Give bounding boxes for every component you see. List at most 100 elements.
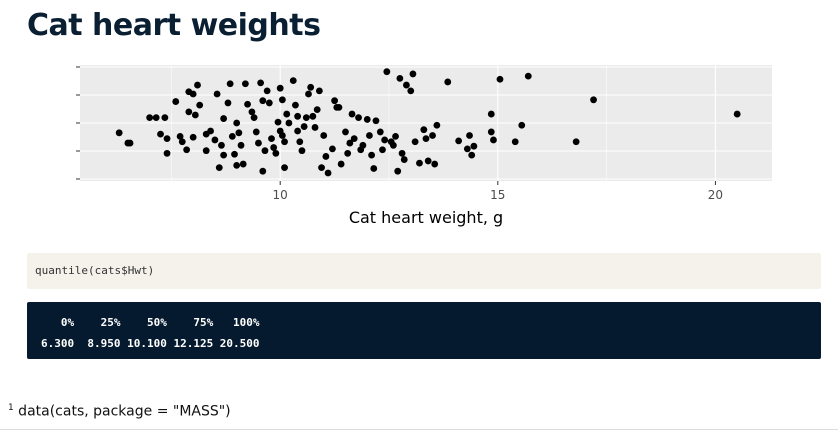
data-point	[422, 135, 430, 143]
data-point	[213, 90, 221, 98]
footnote-text: data(cats, package = "MASS")	[13, 403, 231, 420]
data-point	[276, 84, 284, 92]
output-values: 6.300 8.950 10.100 12.125 20.500	[41, 337, 267, 350]
data-point	[226, 80, 234, 88]
data-point	[233, 161, 241, 169]
data-point	[590, 96, 597, 104]
data-point	[372, 117, 380, 125]
data-point	[344, 149, 352, 157]
data-point	[220, 115, 228, 122]
data-points	[115, 68, 741, 177]
data-point	[466, 132, 473, 139]
x-tick-label: 20	[708, 188, 723, 202]
data-point	[311, 124, 319, 131]
data-point	[305, 90, 312, 98]
data-point	[235, 129, 243, 137]
data-point	[146, 114, 154, 122]
data-point	[183, 146, 191, 154]
code-input: quantile(cats$Hwt)	[35, 264, 155, 277]
data-point	[259, 97, 267, 105]
x-tick-label: 15	[490, 188, 505, 202]
scatter-plot: 10 15 20 Cat heart weight, g	[76, 65, 772, 227]
data-point	[261, 147, 269, 155]
data-point	[228, 132, 236, 140]
data-point	[431, 160, 439, 168]
data-point	[468, 151, 476, 159]
data-point	[115, 129, 123, 137]
data-point	[294, 127, 302, 135]
data-point	[346, 139, 354, 147]
data-point	[196, 101, 204, 109]
data-point	[302, 114, 310, 122]
page-title: Cat heart weights	[27, 8, 321, 43]
data-point	[265, 99, 273, 107]
data-point	[366, 132, 373, 139]
data-point	[270, 144, 278, 151]
data-point	[298, 147, 306, 155]
data-point	[318, 164, 325, 172]
data-point	[350, 135, 358, 143]
data-point	[335, 103, 343, 111]
data-point	[359, 141, 367, 149]
data-point	[400, 156, 408, 163]
data-point	[490, 136, 497, 144]
data-point	[389, 141, 397, 149]
data-point	[370, 165, 378, 172]
data-point	[487, 128, 495, 136]
data-point	[237, 141, 245, 149]
data-point	[163, 149, 171, 157]
data-point	[239, 160, 247, 168]
code-output-block: 0% 25% 50% 75% 100% 6.300 8.950 10.100 1…	[27, 302, 821, 359]
x-axis-ticks: 10 15 20	[273, 181, 723, 202]
y-axis-ticks	[76, 66, 80, 180]
data-point	[307, 83, 315, 91]
data-point	[403, 81, 410, 89]
data-point	[178, 138, 186, 146]
data-point	[518, 121, 526, 129]
data-point	[398, 149, 406, 157]
data-point	[285, 119, 293, 127]
data-point	[202, 147, 210, 155]
data-point	[257, 79, 265, 87]
x-tick-label: 10	[273, 188, 288, 202]
data-point	[215, 164, 223, 172]
data-point	[268, 135, 275, 143]
data-point	[300, 123, 308, 130]
footnote: 1 data(cats, package = "MASS")	[8, 403, 231, 420]
data-point	[411, 138, 419, 146]
data-point	[511, 138, 519, 146]
data-point	[191, 111, 199, 119]
code-input-block: quantile(cats$Hwt)	[27, 253, 821, 289]
data-point	[420, 126, 428, 134]
data-point	[433, 121, 441, 129]
data-point	[313, 106, 321, 114]
data-point	[172, 98, 180, 105]
data-point	[463, 145, 471, 153]
data-point	[252, 128, 260, 136]
data-point	[152, 114, 160, 122]
data-point	[320, 132, 328, 139]
data-point	[363, 116, 371, 123]
data-point	[255, 139, 262, 147]
footnote-marker: 1	[8, 403, 14, 413]
data-point	[381, 136, 389, 144]
data-point	[248, 108, 256, 116]
data-point	[185, 108, 193, 116]
data-point	[176, 132, 184, 140]
data-point	[394, 167, 402, 175]
data-point	[231, 150, 238, 158]
grid-lines	[80, 65, 772, 181]
x-axis-label: Cat heart weight, g	[349, 208, 503, 227]
data-point	[487, 110, 495, 118]
data-point	[324, 169, 332, 177]
data-point	[409, 70, 417, 78]
data-point	[289, 77, 297, 85]
data-point	[194, 81, 201, 89]
data-point	[429, 132, 436, 139]
data-point	[272, 149, 280, 157]
data-point	[496, 75, 504, 83]
data-point	[315, 87, 323, 95]
data-point	[383, 68, 391, 76]
data-point	[233, 119, 241, 127]
data-point	[392, 132, 399, 140]
